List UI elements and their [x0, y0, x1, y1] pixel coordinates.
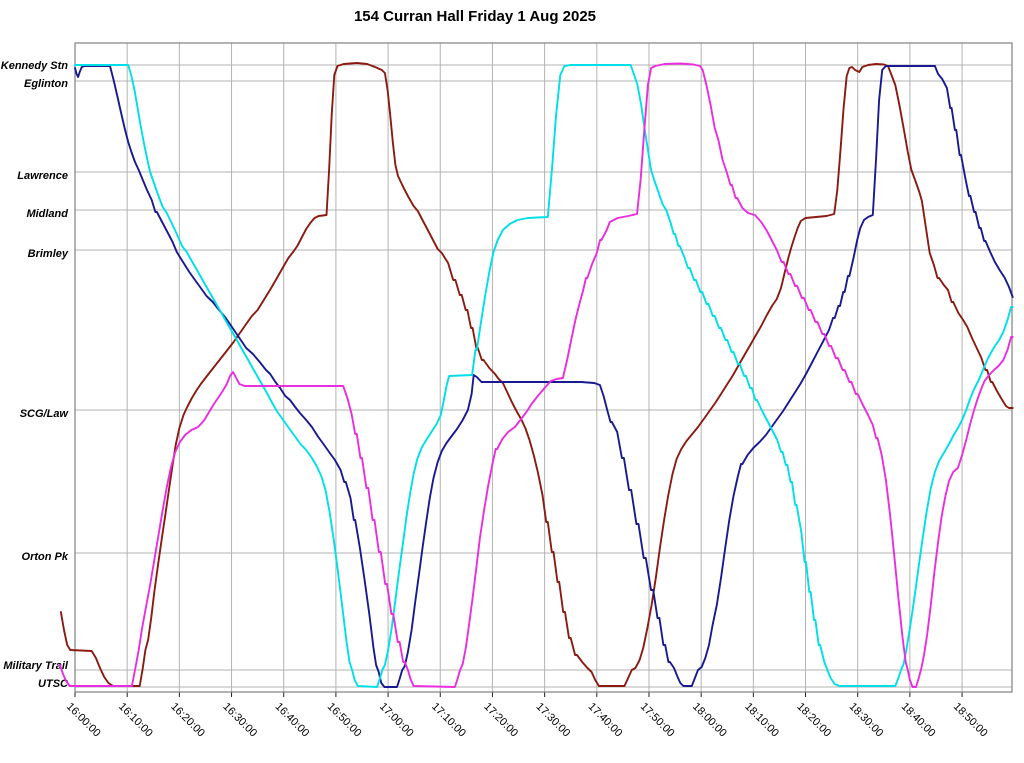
x-tick-label: 16:30:00 — [220, 701, 259, 740]
x-tick-label: 17:40:00 — [586, 701, 625, 740]
x-tick-label: 17:10:00 — [429, 701, 468, 740]
x-tick-label: 17:50:00 — [638, 701, 677, 740]
x-tick-label: 17:20:00 — [481, 701, 520, 740]
chart-line-run-cyan — [74, 64, 1014, 688]
x-tick-label: 16:50:00 — [325, 701, 364, 740]
x-tick-label: 16:00:00 — [64, 701, 103, 740]
x-tick-label: 17:00:00 — [377, 701, 416, 740]
x-tick-label: 18:40:00 — [899, 701, 938, 740]
chart-title: 154 Curran Hall Friday 1 Aug 2025 — [353, 8, 597, 25]
x-tick-label: 18:30:00 — [847, 701, 886, 740]
y-axis-station-label: Orton Pk — [22, 551, 69, 563]
chart-line-run-dark-red — [59, 62, 1014, 687]
y-axis-station-label: SCG/Law — [20, 408, 70, 420]
y-axis-station-label: Eglinton — [24, 78, 68, 90]
x-tick-label: 17:30:00 — [533, 701, 572, 740]
x-tick-label: 16:20:00 — [168, 701, 207, 740]
plot-frame — [74, 42, 1013, 693]
x-tick-label: 16:10:00 — [116, 701, 155, 740]
x-tick-label: 18:10:00 — [742, 701, 781, 740]
x-tick-label: 18:20:00 — [794, 701, 833, 740]
chart-line-run-magenta — [58, 62, 1014, 688]
y-axis-station-label: UTSC — [38, 678, 69, 690]
x-tick-label: 16:40:00 — [273, 701, 312, 740]
y-axis-station-label: Brimley — [28, 248, 69, 260]
x-tick-label: 18:50:00 — [951, 701, 990, 740]
chart-line-run-navy — [74, 65, 1014, 688]
y-axis-station-label: Lawrence — [17, 170, 68, 182]
y-axis-station-label: Military Trail — [3, 660, 69, 672]
x-tick-label: 18:00:00 — [690, 701, 729, 740]
y-axis-station-label: Midland — [26, 208, 68, 220]
y-axis-station-label: Kennedy Stn — [1, 60, 69, 72]
